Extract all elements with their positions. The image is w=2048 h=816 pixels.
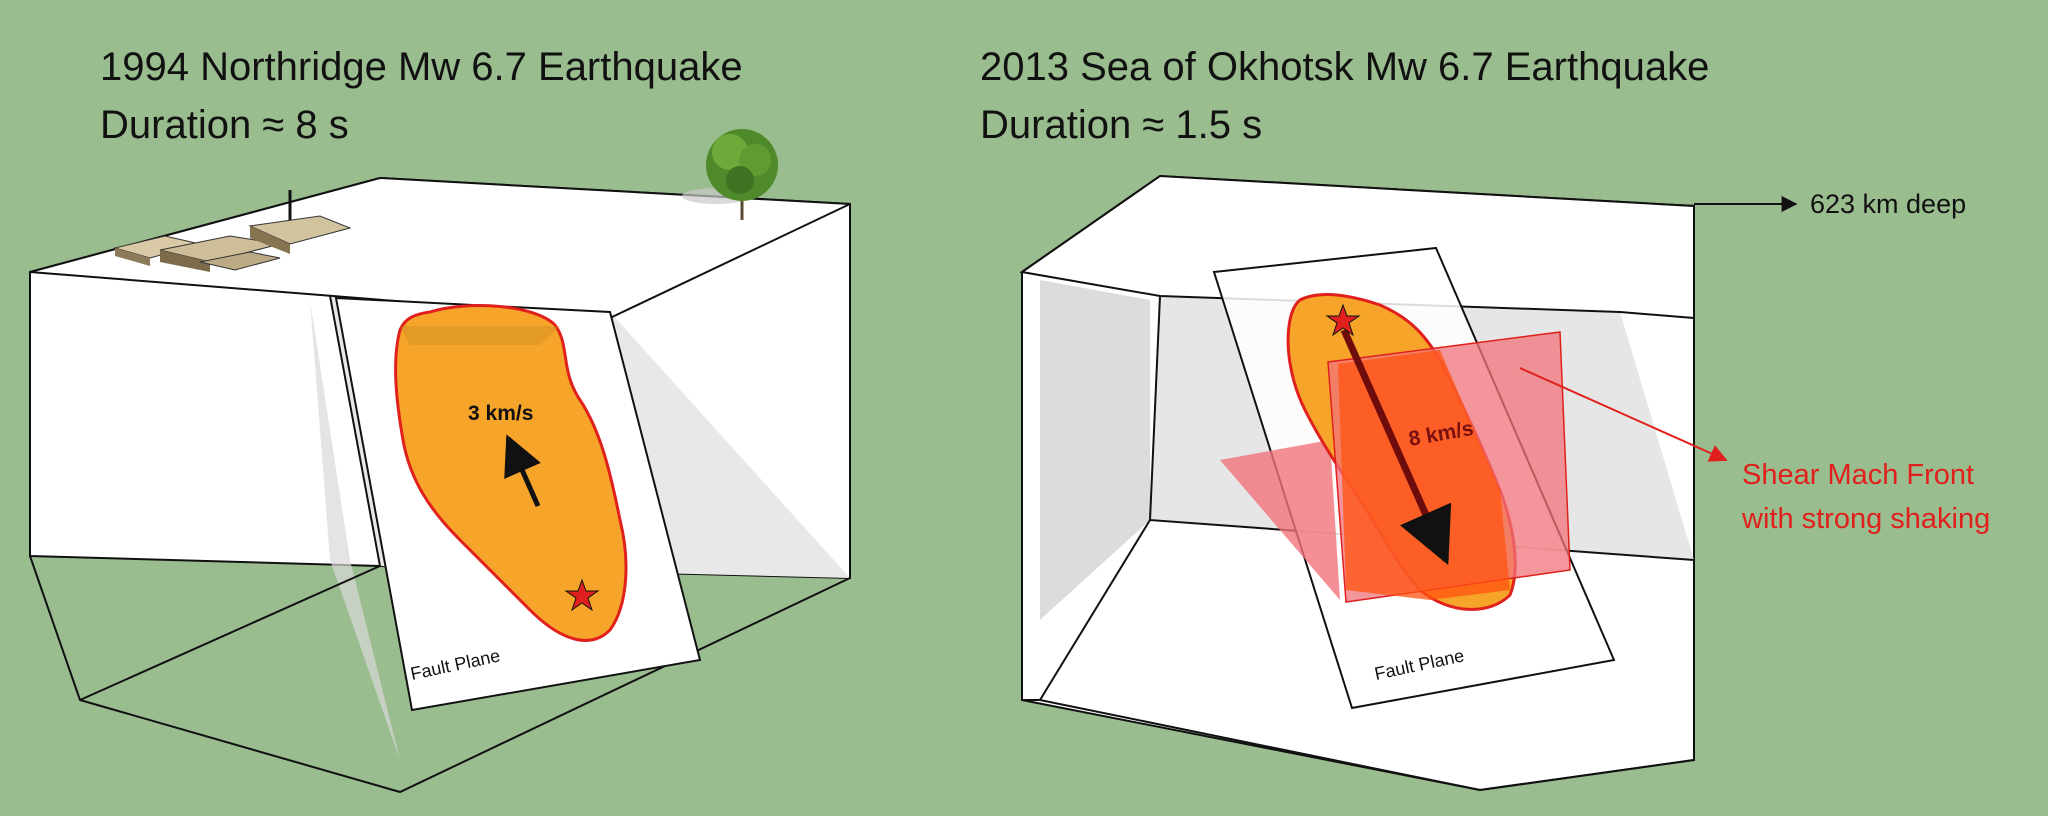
mach-front-label-line1: Shear Mach Front [1742,459,1974,491]
hypocenter-star-icon [564,578,600,612]
block-top-surface [1019,174,1695,320]
panel-left-title: 1994 Northridge Mw 6.7 Earthquake Durati… [100,38,743,154]
mach-front-lower-wedge [1220,440,1340,600]
rupture-surface-shadow [400,326,560,345]
northridge-fault-plane: 3 km/s Fault Plane [334,296,702,712]
panel-right-title: 2013 Sea of Okhotsk Mw 6.7 Earthquake Du… [980,38,1709,154]
panel-right-title-line1: 2013 Sea of Okhotsk Mw 6.7 Earthquake [980,45,1710,89]
velocity-label-left: 3 km/s [468,402,533,425]
panel-left-title-line1: 1994 Northridge Mw 6.7 Earthquake [100,45,743,89]
panel-right-title-line2: Duration ≈ 1.5 s [980,103,1263,147]
mach-front-label-line2: with strong shaking [1741,503,1990,535]
block-back-vertical [1149,295,1161,521]
hypocenter-star-icon [1325,303,1361,337]
velocity-arrow-down [1340,328,1452,566]
building-icon [113,190,352,272]
depth-label: 623 km deep [1810,189,1966,219]
block-wall-shadow [1040,280,1150,620]
block-bottom-edges [29,555,851,794]
block-bottom-edges [1022,699,1695,792]
okhotsk-fault-plane: 8 km/s Fault Plane [1212,246,1616,710]
mach-front-pointer-arrow [1519,367,1728,462]
block-back-vertical [329,295,381,567]
panel-left-title-line2: Duration ≈ 8 s [100,103,349,147]
tree-icon [682,129,778,220]
block-back-floor [79,565,381,701]
velocity-arrow-up [504,434,541,508]
block-wall-shadow [310,300,400,760]
